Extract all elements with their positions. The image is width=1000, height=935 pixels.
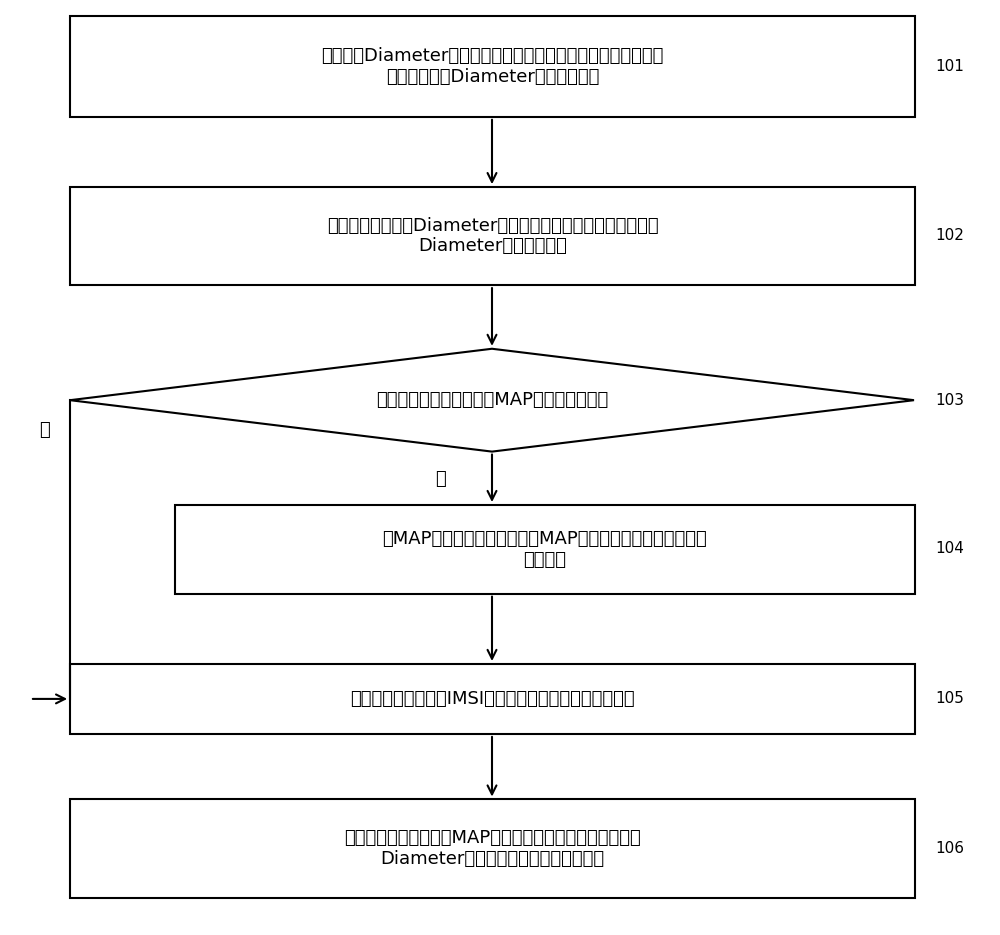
Text: 否: 否 <box>40 421 50 439</box>
Text: 将动态映射表中与Diameter节点主机名称相关联的全局码作为
Diameter节点的全局码: 将动态映射表中与Diameter节点主机名称相关联的全局码作为 Diameter… <box>327 217 658 255</box>
FancyBboxPatch shape <box>70 799 915 898</box>
Text: 106: 106 <box>935 841 964 856</box>
Polygon shape <box>70 349 914 452</box>
Text: 101: 101 <box>935 59 964 74</box>
Text: 103: 103 <box>935 393 964 408</box>
Text: 104: 104 <box>935 541 964 556</box>
Text: 将第二请求消息发送给MAP节点，其中第二请求消息中包括
Diameter节点的全局码和被叫用户地址: 将第二请求消息发送给MAP节点，其中第二请求消息中包括 Diameter节点的全… <box>344 829 641 868</box>
Text: 第一请求消息中是否包括MAP节点的主机名称: 第一请求消息中是否包括MAP节点的主机名称 <box>376 391 608 410</box>
Text: 将用户标识中包括的IMSI对应的全局码作为被叫用户地址: 将用户标识中包括的IMSI对应的全局码作为被叫用户地址 <box>350 690 635 708</box>
FancyBboxPatch shape <box>175 505 915 594</box>
Text: 102: 102 <box>935 228 964 243</box>
FancyBboxPatch shape <box>70 664 915 734</box>
FancyBboxPatch shape <box>70 16 915 117</box>
Text: 是: 是 <box>435 469 445 488</box>
FancyBboxPatch shape <box>70 187 915 285</box>
Text: 当接收到Diameter节点发送的第一请求消息时，提取出第一请求
消息中包括的Diameter节点主机名称: 当接收到Diameter节点发送的第一请求消息时，提取出第一请求 消息中包括的D… <box>321 47 664 86</box>
Text: 将MAP节点的主机名称转换为MAP节点的全局码，以作为被叫
用户地址: 将MAP节点的主机名称转换为MAP节点的全局码，以作为被叫 用户地址 <box>383 530 707 568</box>
Text: 105: 105 <box>935 691 964 706</box>
